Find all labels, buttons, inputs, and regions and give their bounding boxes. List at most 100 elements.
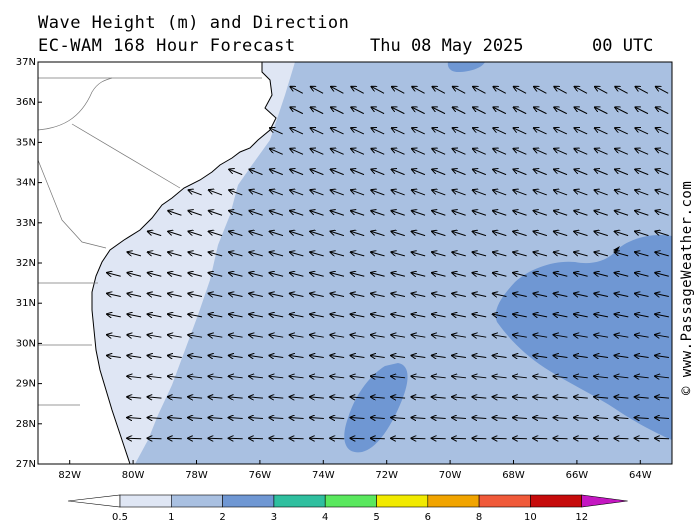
wave-arrow — [269, 376, 284, 378]
wave-arrow — [249, 418, 264, 419]
wave-arrow — [432, 211, 446, 216]
wave-arrow — [351, 273, 365, 276]
wave-arrow — [635, 231, 649, 237]
wave-arrow — [168, 418, 182, 419]
wave-arrow — [472, 314, 487, 317]
wave-arrow — [574, 376, 588, 378]
wave-arrow — [270, 169, 283, 176]
wave-arrow — [188, 314, 203, 317]
wave-arrow — [533, 335, 548, 337]
chart-title: Wave Height (m) and Direction — [38, 13, 350, 33]
wave-arrow — [188, 231, 202, 237]
wave-arrow — [533, 273, 548, 276]
wave-arrow — [635, 169, 649, 176]
wave-arrow — [493, 149, 507, 155]
wave-arrow — [371, 293, 385, 296]
wave-arrow — [391, 211, 405, 216]
wave-arrow — [655, 397, 670, 398]
wave-arrow — [655, 314, 669, 317]
wave-arrow — [513, 418, 527, 419]
wave-arrow — [432, 418, 446, 419]
legend-value: 2 — [219, 512, 225, 523]
wave-arrow — [432, 293, 446, 296]
legend-swatch — [273, 494, 326, 508]
wave-arrow — [513, 314, 527, 317]
wave-arrow — [371, 190, 385, 196]
wave-arrow — [655, 418, 670, 419]
wave-arrow — [229, 211, 243, 216]
wave-arrow — [574, 149, 588, 155]
wave-arrow — [615, 211, 629, 216]
wave-arrow — [615, 293, 629, 296]
wave-arrow — [392, 149, 405, 155]
wave-arrow — [249, 438, 264, 439]
wave-arrow — [351, 107, 364, 115]
wave-arrow — [107, 314, 121, 317]
wave-arrow — [311, 107, 324, 115]
wave-arrow — [614, 356, 629, 358]
wave-arrow — [595, 149, 608, 155]
wave-arrow — [127, 335, 142, 337]
wave-arrow — [554, 293, 568, 296]
wave-arrow — [148, 231, 162, 237]
sea-2-3m-east-zone — [495, 234, 672, 440]
wave-arrow — [229, 190, 243, 196]
wave-arrow — [229, 335, 243, 337]
wave-arrow — [310, 314, 324, 317]
wave-arrow — [168, 252, 182, 257]
wave-arrow — [168, 273, 182, 276]
wave-arrow — [229, 252, 243, 257]
wave-arrow — [452, 397, 467, 398]
wave-arrow — [473, 252, 487, 257]
wave-arrow — [554, 418, 568, 419]
wave-arrow — [432, 107, 446, 115]
wave-arrow — [168, 211, 182, 216]
wave-arrow — [310, 190, 324, 196]
wave-arrow — [290, 273, 304, 276]
wave-arrow — [513, 169, 527, 176]
wave-arrow — [188, 438, 203, 439]
wave-arrow — [371, 149, 385, 155]
wave-arrow — [168, 376, 182, 378]
wave-arrow — [534, 190, 547, 196]
wave-arrow — [351, 335, 365, 337]
wave-arrow — [208, 438, 223, 439]
lon-label: 76W — [249, 470, 272, 481]
wave-arrow — [595, 128, 608, 135]
wave-arrow — [452, 252, 466, 257]
wave-arrow — [534, 149, 547, 155]
wave-arrow — [574, 314, 588, 317]
wave-arrow — [270, 128, 283, 135]
wave-arrow — [310, 252, 324, 257]
wave-arrow — [331, 128, 344, 135]
wave-arrow — [411, 356, 426, 358]
wave-arrow — [554, 335, 568, 337]
wave-arrow — [412, 149, 426, 155]
wave-arrow — [290, 418, 304, 419]
wave-arrow — [534, 87, 547, 94]
lon-label: 72W — [375, 470, 398, 481]
legend-value: 3 — [271, 512, 277, 523]
lat-label: 33N — [16, 218, 36, 229]
wave-arrow — [513, 190, 527, 196]
wave-arrow — [249, 376, 264, 378]
wave-arrow — [493, 335, 507, 337]
wave-arrow — [554, 190, 568, 196]
wave-arrow — [229, 438, 243, 439]
wave-arrow — [107, 273, 121, 276]
wave-arrow — [493, 211, 507, 216]
wave-arrow — [351, 87, 364, 94]
wave-arrow — [188, 335, 203, 337]
wave-arrow — [371, 438, 385, 439]
wave-arrow — [351, 190, 365, 196]
wave-arrow — [432, 169, 446, 176]
wave-arrow — [594, 356, 609, 358]
wave-arrow — [269, 438, 284, 439]
wave-arrow — [209, 252, 223, 257]
wave-arrow — [290, 397, 304, 398]
wave-arrow — [554, 231, 568, 237]
wave-arrow — [148, 356, 162, 358]
wave-arrow — [574, 418, 588, 419]
wave-arrow — [554, 438, 568, 439]
wave-arrow — [411, 438, 426, 439]
